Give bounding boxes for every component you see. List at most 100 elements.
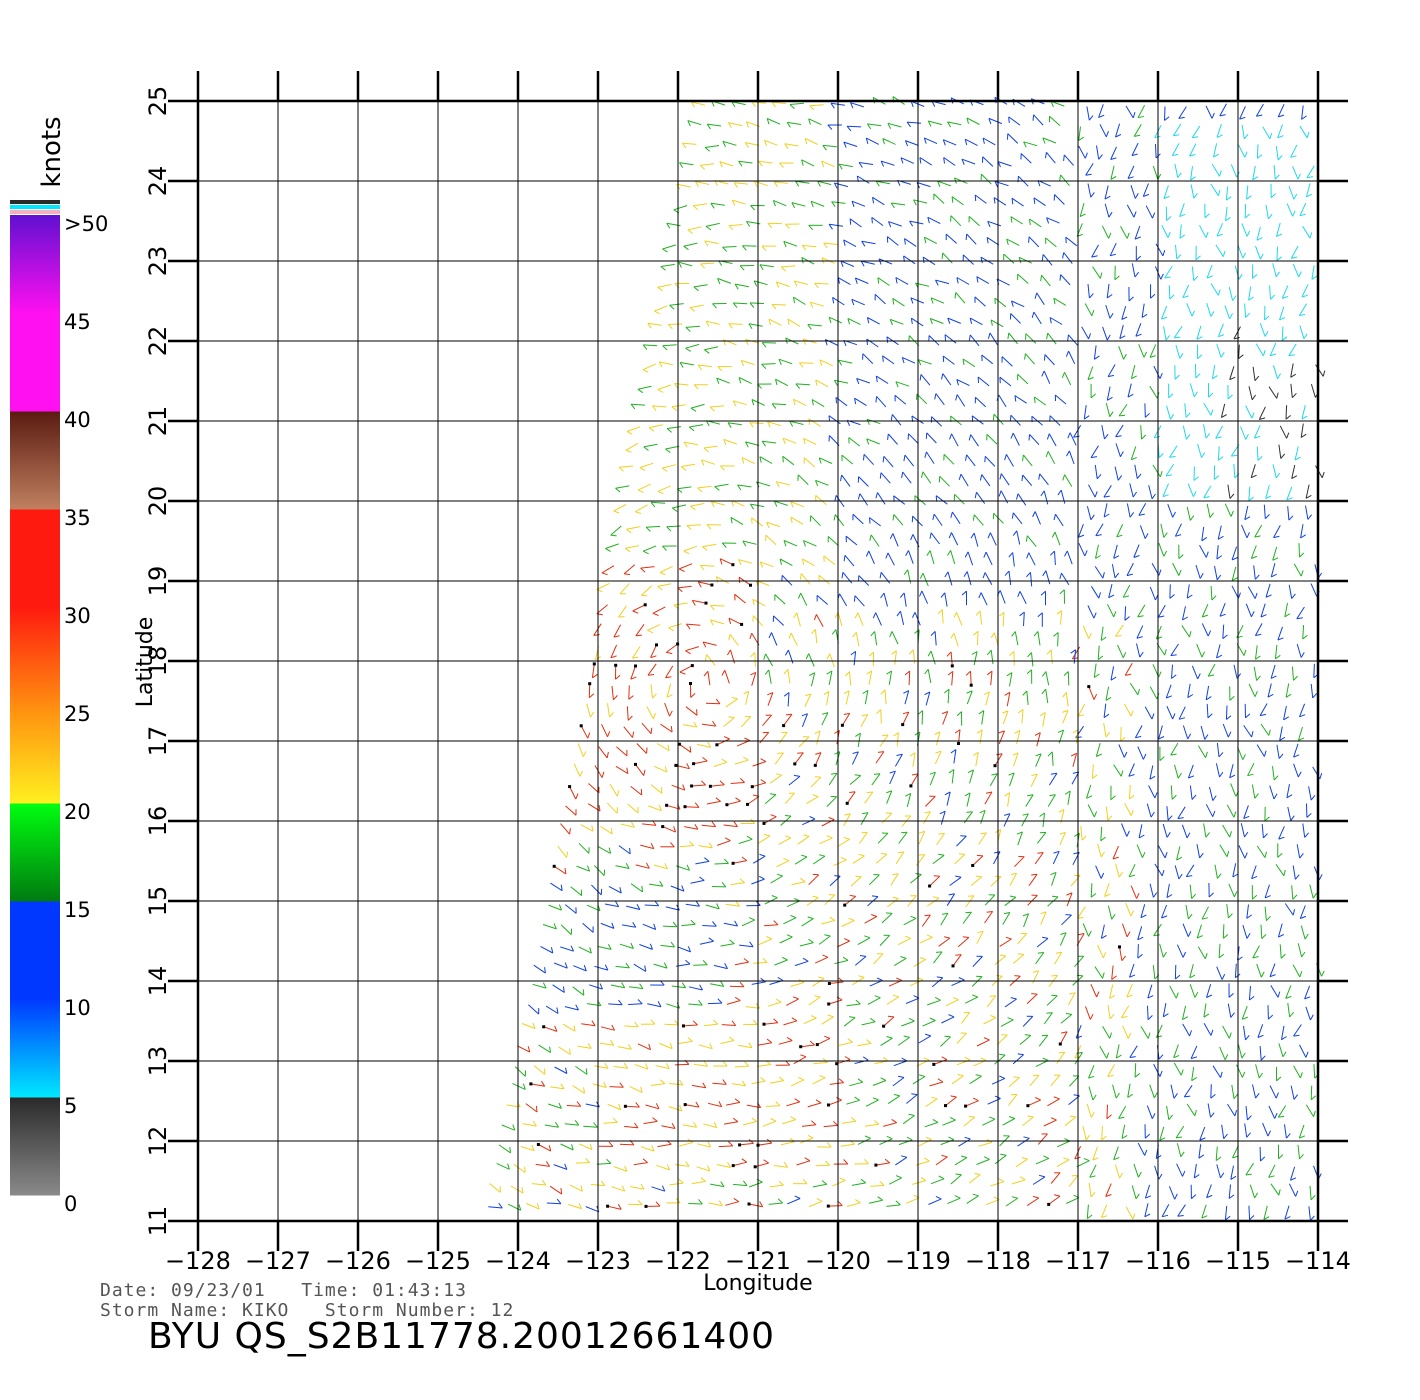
wind-barb-feather: [1137, 688, 1140, 695]
wind-barb: [588, 783, 600, 794]
wind-barb-feather: [1144, 412, 1150, 418]
wind-barb-feather: [738, 577, 741, 584]
wind-barb: [734, 182, 749, 185]
wind-barb: [705, 145, 720, 148]
wind-barb: [677, 585, 692, 589]
lat-lon-grid: [196, 99, 1320, 1223]
wind-barb-feather: [1057, 729, 1064, 733]
wind-barb: [650, 684, 653, 699]
wind-barb: [741, 919, 755, 927]
wind-barb-feather: [986, 649, 992, 656]
wind-barb: [1272, 263, 1277, 277]
wind-barb: [733, 860, 747, 864]
wind-barb: [1222, 824, 1231, 838]
wind-barb: [908, 550, 914, 564]
wind-barb: [867, 997, 881, 1005]
wind-barb-feather: [1278, 1189, 1281, 1196]
wind-barb: [669, 1083, 684, 1086]
wind-barb-feather: [866, 338, 868, 346]
wind-barb-feather: [1072, 729, 1079, 734]
wind-barb-feather: [592, 673, 598, 679]
wind-barb-feather: [532, 1120, 537, 1127]
wind-barb: [845, 690, 850, 705]
wind-barb-feather: [704, 349, 710, 354]
wind-barb-feather: [1095, 555, 1101, 559]
wind-barb-feather: [652, 693, 657, 699]
wind-barb-feather: [646, 862, 650, 869]
wind-barb-feather: [948, 1014, 955, 1018]
wind-barb: [810, 776, 822, 788]
wind-barb-feather: [1008, 116, 1010, 123]
wind-barb: [810, 515, 821, 527]
wind-barb: [778, 1040, 793, 1045]
wind-barb: [706, 654, 716, 666]
wind-barb-feather: [734, 1098, 741, 1103]
wind-barb: [929, 772, 936, 786]
wind-barb-feather: [861, 240, 866, 247]
wind-barb: [1197, 946, 1206, 960]
wind-barb: [989, 773, 998, 787]
wind-barb: [787, 1198, 801, 1205]
wind-barb-feather: [1229, 313, 1233, 320]
wind-barb-feather: [822, 1057, 828, 1063]
wind-barb: [942, 355, 955, 365]
wind-barb: [1111, 564, 1116, 578]
wind-barb: [681, 923, 696, 927]
wind-barb: [710, 604, 725, 607]
wind-barb-feather: [1207, 713, 1213, 719]
wind-barb: [1270, 563, 1276, 578]
wind-barb-feather: [689, 841, 695, 846]
wind-barb-feather: [1040, 911, 1047, 915]
wind-barb: [642, 923, 656, 930]
wind-barb-feather: [886, 1135, 893, 1140]
wind-barb: [1285, 405, 1288, 420]
wind-barb: [1196, 643, 1203, 658]
wind-barb: [1299, 125, 1308, 139]
longitude-tick-label: −123: [565, 1247, 631, 1275]
wind-barb-feather: [866, 419, 870, 425]
wind-barb-feather: [1078, 714, 1085, 717]
wind-barb-feather: [556, 1007, 559, 1014]
wind-barb: [1021, 813, 1029, 827]
wind-barb: [783, 540, 798, 547]
wind-barb: [860, 714, 869, 728]
wind-barb: [1030, 572, 1033, 587]
wind-barb: [783, 1020, 798, 1026]
wind-barb-feather: [763, 653, 767, 660]
wind-barb: [1231, 566, 1237, 581]
wind-barb-feather: [1215, 436, 1222, 439]
rain-flag: [993, 764, 997, 768]
wind-barb-feather: [642, 550, 649, 555]
wind-barb-feather: [541, 1080, 546, 1087]
wind-barb-feather: [680, 466, 687, 471]
wind-barb-feather: [832, 1120, 838, 1126]
wind-barb: [944, 592, 948, 607]
wind-barb-feather: [1105, 731, 1111, 738]
wind-barb: [724, 1121, 738, 1125]
wind-barb: [1291, 885, 1294, 900]
wind-barb-feather: [1114, 275, 1120, 281]
wind-barb: [802, 244, 817, 248]
wind-barb: [757, 1042, 772, 1046]
wind-barb-feather: [650, 842, 655, 849]
wind-barb: [752, 782, 766, 788]
wind-barb-feather: [812, 794, 819, 798]
wind-barb: [1077, 524, 1084, 538]
wind-barb: [1107, 905, 1113, 920]
wind-barb: [1270, 664, 1276, 679]
wind-barb-feather: [604, 964, 609, 971]
wind-barb-feather: [1310, 794, 1316, 801]
wind-barb-feather: [681, 982, 687, 989]
wind-barb: [875, 612, 882, 626]
wind-barb-feather: [784, 143, 789, 150]
wind-barb-feather: [716, 377, 720, 384]
wind-barb-feather: [794, 1195, 801, 1199]
wind-barb: [791, 881, 806, 886]
wind-barb: [849, 218, 862, 228]
wind-barb: [1095, 865, 1102, 879]
wind-barb-feather: [1038, 1174, 1046, 1178]
latitude-tick-label: 11: [144, 1206, 172, 1237]
wind-barb-feather: [674, 383, 679, 389]
wind-barb-feather: [994, 851, 1001, 854]
wind-barb: [925, 451, 935, 464]
